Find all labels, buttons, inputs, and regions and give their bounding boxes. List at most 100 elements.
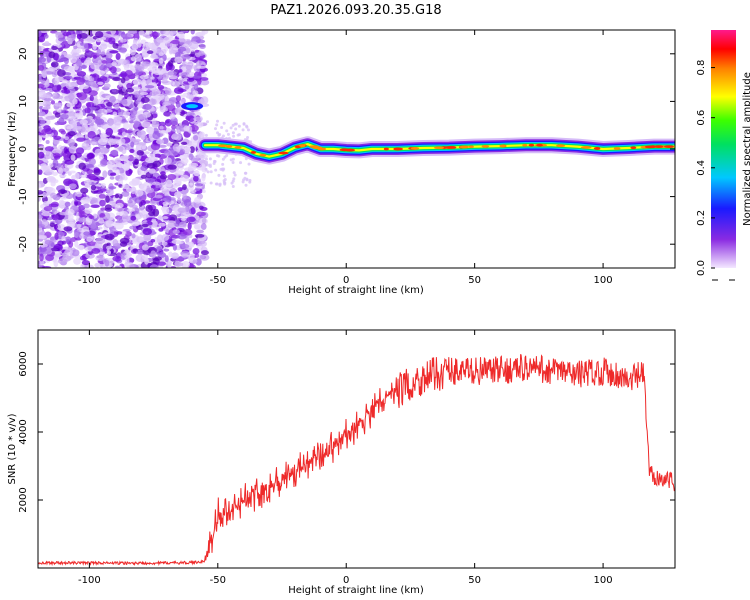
- noise-blob: [162, 102, 171, 106]
- noise-blob: [38, 183, 42, 189]
- noise-blob: [71, 52, 81, 59]
- noise-blob: [98, 154, 104, 160]
- noise-blob: [112, 111, 118, 116]
- noise-blob: [174, 107, 182, 115]
- noise-blob: [73, 45, 78, 50]
- noise-blob: [136, 150, 145, 156]
- colorbar-gradient: [711, 30, 736, 268]
- noise-blob: [180, 141, 188, 146]
- noise-blob: [64, 159, 75, 165]
- noise-blob: [87, 131, 96, 139]
- y-tick-label: 10: [18, 95, 29, 108]
- noise-blob: [244, 171, 248, 175]
- noise-blob: [127, 30, 138, 35]
- noise-blob: [76, 137, 86, 142]
- noise-blob: [150, 76, 155, 80]
- spectrogram-xlabel: Height of straight line (km): [288, 285, 424, 296]
- noise-blob: [49, 236, 56, 241]
- noise-blob: [64, 201, 71, 207]
- signal-hotspot: [536, 143, 543, 147]
- noise-blob: [241, 128, 245, 132]
- noise-blob: [127, 154, 134, 162]
- noise-blob: [196, 65, 207, 69]
- noise-blob: [122, 162, 131, 171]
- noise-blob: [76, 244, 85, 250]
- noise-blob: [152, 208, 160, 217]
- snr-ylabel: SNR (10 * v/v): [7, 413, 18, 484]
- noise-blob: [154, 153, 162, 158]
- noise-blob: [64, 136, 70, 141]
- noise-blob: [169, 265, 177, 268]
- noise-blob: [130, 141, 135, 148]
- noise-blob: [186, 216, 196, 223]
- noise-blob: [131, 42, 139, 51]
- noise-blob: [156, 37, 164, 43]
- colorbar-tick-label: 0.6: [696, 110, 707, 126]
- noise-blob: [90, 223, 98, 231]
- noise-blob: [109, 50, 119, 54]
- noise-blob: [134, 53, 142, 62]
- noise-blob: [108, 186, 117, 190]
- colorbar-ticks: 0.0 0.2 0.4 0.6 0.8: [696, 60, 735, 281]
- noise-blob: [107, 163, 118, 171]
- noise-blob: [38, 159, 44, 165]
- noise-blob: [118, 47, 128, 53]
- noise-blob: [65, 75, 73, 80]
- noise-blob: [197, 240, 206, 245]
- noise-blob: [141, 121, 151, 128]
- noise-blob: [187, 182, 195, 191]
- noise-blob: [85, 217, 93, 226]
- noise-blob: [96, 103, 106, 110]
- noise-blob: [185, 64, 193, 71]
- noise-blob: [165, 104, 176, 112]
- noise-blob: [100, 183, 106, 188]
- signal-hotspot: [218, 144, 228, 148]
- noise-blob: [88, 81, 94, 85]
- noise-blob: [149, 264, 159, 268]
- noise-blob: [177, 163, 183, 167]
- noise-blob: [223, 178, 227, 182]
- noise-blob: [131, 221, 140, 227]
- noise-blob: [231, 184, 235, 188]
- noise-blob: [94, 262, 101, 268]
- noise-blob: [233, 173, 237, 177]
- noise-blob: [192, 248, 200, 255]
- noise-blob: [140, 96, 150, 104]
- spectrogram-x-axis: -100 -50 0 50 100: [78, 30, 613, 286]
- noise-blob: [174, 56, 183, 63]
- noise-blob: [53, 95, 64, 100]
- noise-blob: [183, 125, 190, 132]
- noise-blob: [91, 197, 98, 203]
- noise-blob: [75, 191, 83, 197]
- noise-blob: [63, 146, 68, 154]
- noise-blob: [164, 87, 172, 96]
- noise-blob: [129, 225, 136, 230]
- noise-blob: [204, 167, 208, 171]
- noise-blob: [222, 121, 226, 125]
- colorbar-tick-label: 0.8: [696, 60, 707, 76]
- noise-blob: [185, 47, 191, 54]
- noise-blob: [48, 162, 54, 168]
- noise-blob: [192, 90, 199, 97]
- noise-blob: [38, 64, 45, 71]
- noise-blob: [167, 174, 177, 180]
- noise-blob: [247, 162, 251, 166]
- noise-blob: [186, 111, 195, 117]
- noise-blob: [158, 57, 164, 64]
- noise-blob: [152, 220, 158, 227]
- noise-blob: [181, 243, 190, 249]
- noise-blob: [126, 96, 133, 104]
- noise-blob: [189, 202, 200, 209]
- signal-hotspot: [556, 144, 566, 148]
- noise-blob: [123, 122, 130, 130]
- noise-blob: [130, 56, 136, 62]
- noise-blob: [231, 131, 235, 135]
- noise-blob: [45, 150, 50, 157]
- noise-blob: [41, 42, 52, 47]
- noise-blob: [185, 61, 195, 66]
- noise-blob: [146, 162, 156, 169]
- snr-y-axis: 2000 4000 6000: [18, 351, 675, 513]
- noise-blob: [119, 241, 128, 247]
- noise-blob: [58, 173, 67, 178]
- noise-blob: [54, 122, 61, 126]
